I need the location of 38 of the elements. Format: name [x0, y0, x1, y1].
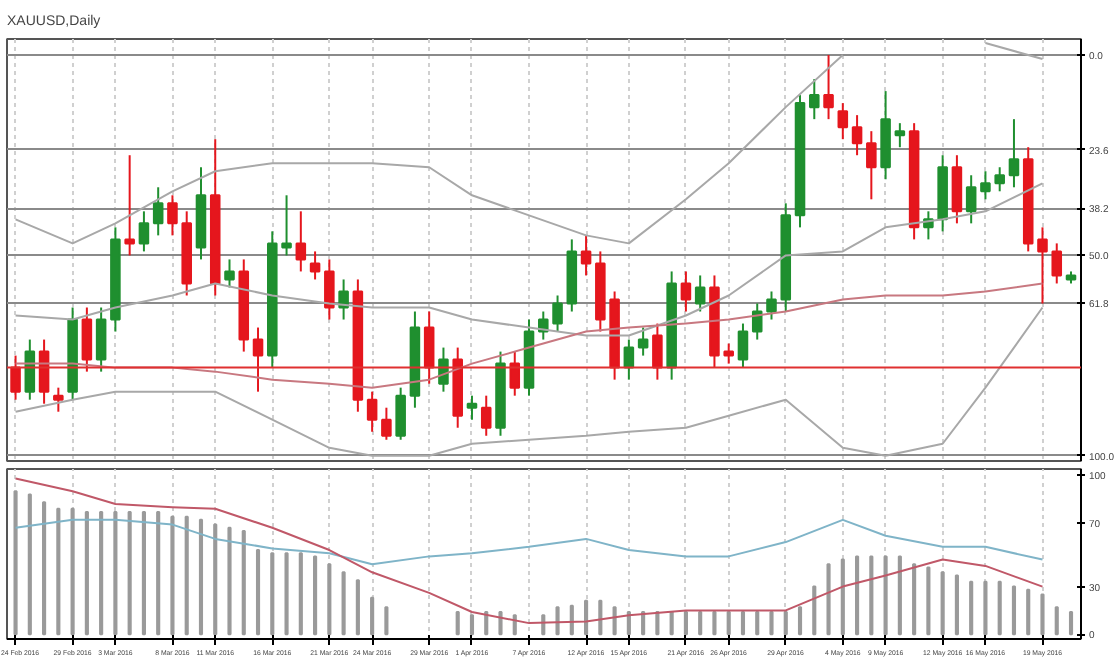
candlestick: [1008, 118, 1020, 189]
candlestick: [751, 302, 763, 341]
candlestick: [580, 234, 592, 277]
candlestick: [480, 394, 492, 437]
candlestick: [138, 210, 150, 253]
candlestick: [809, 78, 820, 121]
candlestick: [366, 390, 378, 433]
candlestick: [965, 174, 977, 225]
candlestick: [423, 310, 435, 385]
candlestick: [637, 326, 649, 357]
candlestick: [680, 270, 692, 313]
candlestick: [224, 258, 235, 289]
candlestick: [338, 278, 349, 321]
candlestick: [466, 394, 478, 421]
candlestick: [152, 186, 164, 237]
candlestick: [10, 354, 21, 401]
candlestick: [395, 386, 406, 441]
candlestick: [309, 250, 321, 281]
candlestick: [324, 258, 335, 321]
candlestick: [737, 322, 749, 369]
candlestick: [837, 102, 849, 141]
candlestick: [894, 122, 906, 149]
candlestick: [81, 306, 93, 373]
candlestick: [252, 326, 264, 393]
candlestick: [124, 154, 135, 257]
candlestick: [823, 54, 834, 121]
candlestick: [980, 170, 991, 201]
candlestick: [652, 322, 663, 381]
candlestick: [509, 350, 521, 397]
candlestick: [951, 154, 963, 225]
candlestick: [851, 114, 863, 157]
candlestick: [694, 274, 706, 313]
candlestick: [866, 130, 877, 201]
candlestick: [53, 386, 64, 413]
candlestick: [994, 166, 1005, 193]
candlestick: [295, 210, 307, 273]
candlestick: [95, 306, 107, 373]
candlestick: [381, 406, 392, 441]
